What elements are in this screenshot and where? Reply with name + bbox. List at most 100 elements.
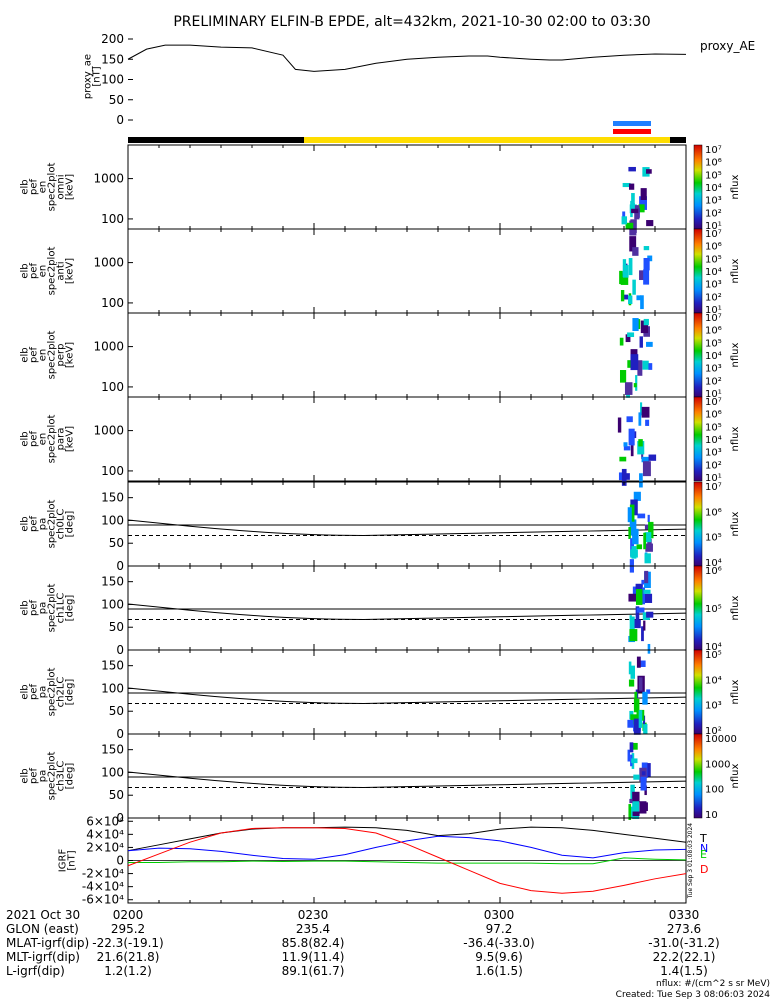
time-tick-0200: 0200 xyxy=(113,908,144,922)
energy-spectrogram-pixel xyxy=(619,337,624,346)
ephem-date: 2021 Oct 30 xyxy=(6,908,80,922)
igrf-series-D xyxy=(127,827,687,894)
pa-panel-3: 150 100 50 0 elbpefpaspec2plotch3LC[deg] 1000… xyxy=(20,733,741,825)
pa-spectrogram-pixel xyxy=(633,699,640,713)
energy-spectrogram-pixel xyxy=(648,363,653,370)
ephem-value: 9.5(9.6) xyxy=(475,950,523,964)
energy-panel-colorbar-tick: 10² xyxy=(705,460,722,471)
pa-y-label: 100 xyxy=(101,513,124,527)
energy-spectrogram-pixel xyxy=(628,428,635,446)
ae-y-label: 100 xyxy=(101,73,124,87)
pa-spectrogram-pixel xyxy=(647,763,651,777)
energy-spectrogram-pixel xyxy=(625,222,634,229)
igrf-y-label: 0 xyxy=(116,854,124,868)
energy-spectrogram-pixel xyxy=(630,354,639,371)
pa-y-label: 50 xyxy=(109,704,124,718)
pa-spectrogram-pixel xyxy=(647,514,650,523)
energy-panel-colorbar-tick: 10⁷ xyxy=(705,229,722,240)
energy-spectrogram-pixel xyxy=(637,360,643,376)
energy-spectrogram-pixel xyxy=(646,220,654,227)
energy-panel-colorbar-tick: 10⁷ xyxy=(705,397,722,408)
energy-spectrogram-pixel xyxy=(622,211,626,220)
energy-spectrogram-pixel xyxy=(643,246,650,251)
energy-panel-colorbar-unit: nflux xyxy=(730,258,741,283)
pa-spectrogram-pixel xyxy=(632,528,639,545)
igrf-series-T xyxy=(127,826,687,852)
pa-spectrogram-pixel xyxy=(629,798,633,804)
pa-panel-colorbar-tick: 10⁴ xyxy=(705,558,722,569)
energy-spectrogram-pixel xyxy=(628,295,633,305)
energy-panel-colorbar-tick: 10² xyxy=(705,292,722,303)
pa-y-label: 150 xyxy=(101,491,124,505)
ephem-value: -36.4(-33.0) xyxy=(463,936,534,950)
energy-panel-colorbar-tick: 10⁴ xyxy=(705,267,722,278)
energy-panel-colorbar-tick: 10³ xyxy=(705,196,722,207)
pa-spectrogram-pixel xyxy=(635,588,643,605)
pa-spectrogram-pixel xyxy=(635,583,643,590)
energy-spectrogram-pixel xyxy=(624,382,633,395)
energy-panel-colorbar-tick: 10⁴ xyxy=(705,183,722,194)
pa-spectrogram-pixel xyxy=(629,519,637,536)
pa-spectrogram-pixel xyxy=(643,724,648,735)
pa-panel-ylabel: elbpefpaspec2plotch2LC[deg] xyxy=(20,668,76,717)
pa-y-label: 100 xyxy=(101,765,124,779)
pa-spectrogram-pixel xyxy=(631,742,638,750)
pa-spectrogram-pixel xyxy=(628,804,632,820)
pa-spectrogram-pixel xyxy=(646,689,651,694)
ephem-value: -22.3(-19.1) xyxy=(92,936,163,950)
pa-panel-colorbar-tick: 1000 xyxy=(705,759,730,770)
pa-panel-frame xyxy=(127,733,687,819)
pa-spectrogram-pixel xyxy=(640,776,647,791)
energy-spectrogram-pixel xyxy=(640,402,643,416)
pa-panel-colorbar-tick: 10⁴ xyxy=(705,642,722,653)
pa-spectrogram-pixel xyxy=(648,521,654,539)
energy-spectrogram-pixel xyxy=(631,208,639,214)
energy-spectrogram-pixel xyxy=(617,417,622,433)
igrf-legend-D: D xyxy=(700,863,708,876)
time-tick-0230: 0230 xyxy=(298,908,329,922)
pa-spectrogram-pixel xyxy=(631,546,637,559)
energy-panel-colorbar-tick: 10⁶ xyxy=(705,158,722,169)
energy-spectrogram-pixel xyxy=(627,332,635,338)
energy-panel-ylabel: elbpefenspec2plotanti[keV] xyxy=(20,247,76,296)
pa-panel-colorbar-unit: nflux xyxy=(730,763,741,788)
pa-panel-ylabel: elbpefpaspec2plotch3LC[deg] xyxy=(20,752,76,801)
energy-spectrogram-pixel xyxy=(646,341,653,347)
energy-spectrogram-pixel xyxy=(632,247,639,256)
pa-spectrogram-pixel xyxy=(632,791,640,803)
energy-spectrogram-pixel xyxy=(639,270,644,281)
pa-spectrogram-pixel xyxy=(642,691,648,705)
igrf-y-label: -4×10⁴ xyxy=(82,880,124,894)
energy-panel-1: 1000100elbpefenspec2plotanti[keV]10⁷10⁶1… xyxy=(20,228,741,316)
pa-panel-colorbar-tick: 10² xyxy=(705,726,722,737)
energy-spectrogram-pixel xyxy=(618,472,625,481)
ephem-value: 22.2(22.1) xyxy=(653,950,716,964)
energy-panel-colorbar xyxy=(693,396,703,482)
pa-spectrogram-pixel xyxy=(638,660,646,667)
energy-spectrogram-pixel xyxy=(627,360,632,368)
energy-panel-colorbar-tick: 10⁵ xyxy=(705,338,722,349)
pa-panel-ylabel: elbpefpaspec2plotch0LC[deg] xyxy=(20,500,76,549)
energy-panel-colorbar-tick: 10¹ xyxy=(705,221,722,232)
pa-panel-2: 150 100 50 0 elbpefpaspec2plotch2LC[deg] 10⁵ 1… xyxy=(20,649,741,741)
energy-spectrogram-pixel xyxy=(623,442,628,447)
pa-panel-colorbar xyxy=(693,481,703,567)
ephem-value: 273.6 xyxy=(667,922,701,936)
pa-y-label: 100 xyxy=(101,597,124,611)
pa-spectrogram-pixel xyxy=(641,579,647,585)
energy-panel-colorbar xyxy=(693,312,703,398)
ephem-value: -31.0(-31.2) xyxy=(648,936,719,950)
igrf-legend-E: E xyxy=(700,848,707,861)
igrf-y-label: 2×10⁴ xyxy=(86,840,124,854)
ephem-value: 21.6(21.8) xyxy=(97,950,160,964)
energy-spectrogram-pixel xyxy=(638,204,645,213)
pa-panel-colorbar-tick: 10³ xyxy=(705,701,722,712)
pa-spectrogram-pixel xyxy=(629,504,635,522)
energy-panel-0: 1000100elbpefenspec2plotomni[keV]10⁷10⁶1… xyxy=(20,144,741,236)
pa-y-label: 150 xyxy=(101,743,124,757)
pa-spectrogram-pixel xyxy=(644,553,651,564)
footer-created: Created: Tue Sep 3 08:06:03 2024 xyxy=(616,990,771,1000)
energy-panel-colorbar-tick: 10³ xyxy=(705,280,722,291)
energy-panel-colorbar-tick: 10⁵ xyxy=(705,422,722,433)
